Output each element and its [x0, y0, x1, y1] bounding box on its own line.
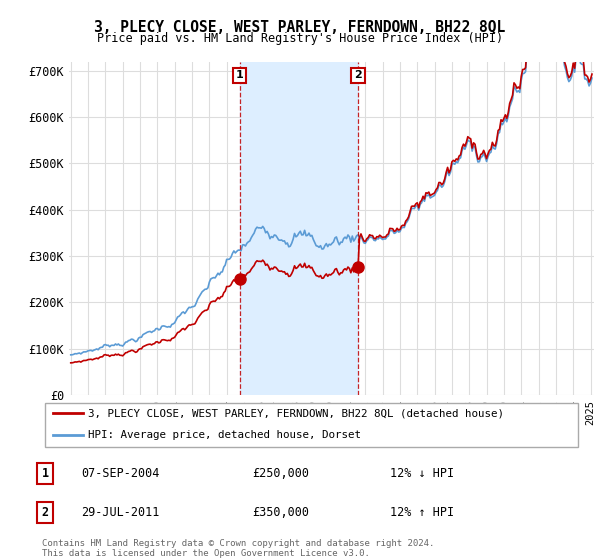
Text: Contains HM Land Registry data © Crown copyright and database right 2024.
This d: Contains HM Land Registry data © Crown c… — [42, 539, 434, 558]
Text: £350,000: £350,000 — [252, 506, 309, 519]
Text: 29-JUL-2011: 29-JUL-2011 — [81, 506, 160, 519]
Text: 1: 1 — [41, 466, 49, 480]
Text: 12% ↓ HPI: 12% ↓ HPI — [390, 466, 454, 480]
Text: 3, PLECY CLOSE, WEST PARLEY, FERNDOWN, BH22 8QL: 3, PLECY CLOSE, WEST PARLEY, FERNDOWN, B… — [94, 20, 506, 35]
Text: £250,000: £250,000 — [252, 466, 309, 480]
FancyBboxPatch shape — [45, 403, 578, 447]
Text: HPI: Average price, detached house, Dorset: HPI: Average price, detached house, Dors… — [88, 430, 361, 440]
Text: 1: 1 — [236, 71, 244, 81]
Text: 12% ↑ HPI: 12% ↑ HPI — [390, 506, 454, 519]
Text: 07-SEP-2004: 07-SEP-2004 — [81, 466, 160, 480]
Text: 2: 2 — [41, 506, 49, 519]
Bar — [239, 62, 358, 395]
Text: 2: 2 — [354, 71, 362, 81]
Text: Price paid vs. HM Land Registry's House Price Index (HPI): Price paid vs. HM Land Registry's House … — [97, 32, 503, 45]
Text: 3, PLECY CLOSE, WEST PARLEY, FERNDOWN, BH22 8QL (detached house): 3, PLECY CLOSE, WEST PARLEY, FERNDOWN, B… — [88, 408, 504, 418]
